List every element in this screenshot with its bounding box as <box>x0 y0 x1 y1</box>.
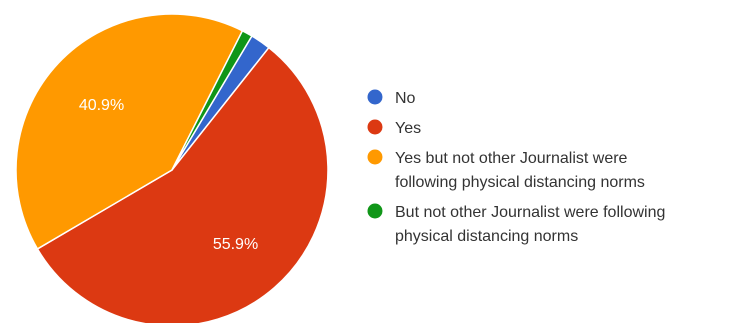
legend: No Yes Yes but not other Journalist were fo… <box>367 89 665 245</box>
legend-marker <box>367 203 383 219</box>
pie-slice-but-not-other-journalist-were-following- <box>171 29 253 171</box>
pie-slice-yes-but-not-other-journalist-were-follow <box>15 13 244 250</box>
legend-label: Yes but not other Journalist were followi… <box>395 150 645 191</box>
pie-slice-labels: 55.9% 40.9% <box>79 97 258 253</box>
legend-marker <box>367 119 383 135</box>
legend-marker <box>367 89 383 105</box>
legend-label: No <box>395 90 416 107</box>
legend-label: But not other Journalist were following p… <box>395 204 665 245</box>
legend-label: Yes <box>395 120 421 137</box>
slice-data-label: 55.9% <box>213 236 258 253</box>
slice-data-label: 40.9% <box>79 97 124 114</box>
legend-marker <box>367 149 383 165</box>
pie-slices <box>15 13 329 323</box>
pie-slice-yes <box>36 46 329 323</box>
